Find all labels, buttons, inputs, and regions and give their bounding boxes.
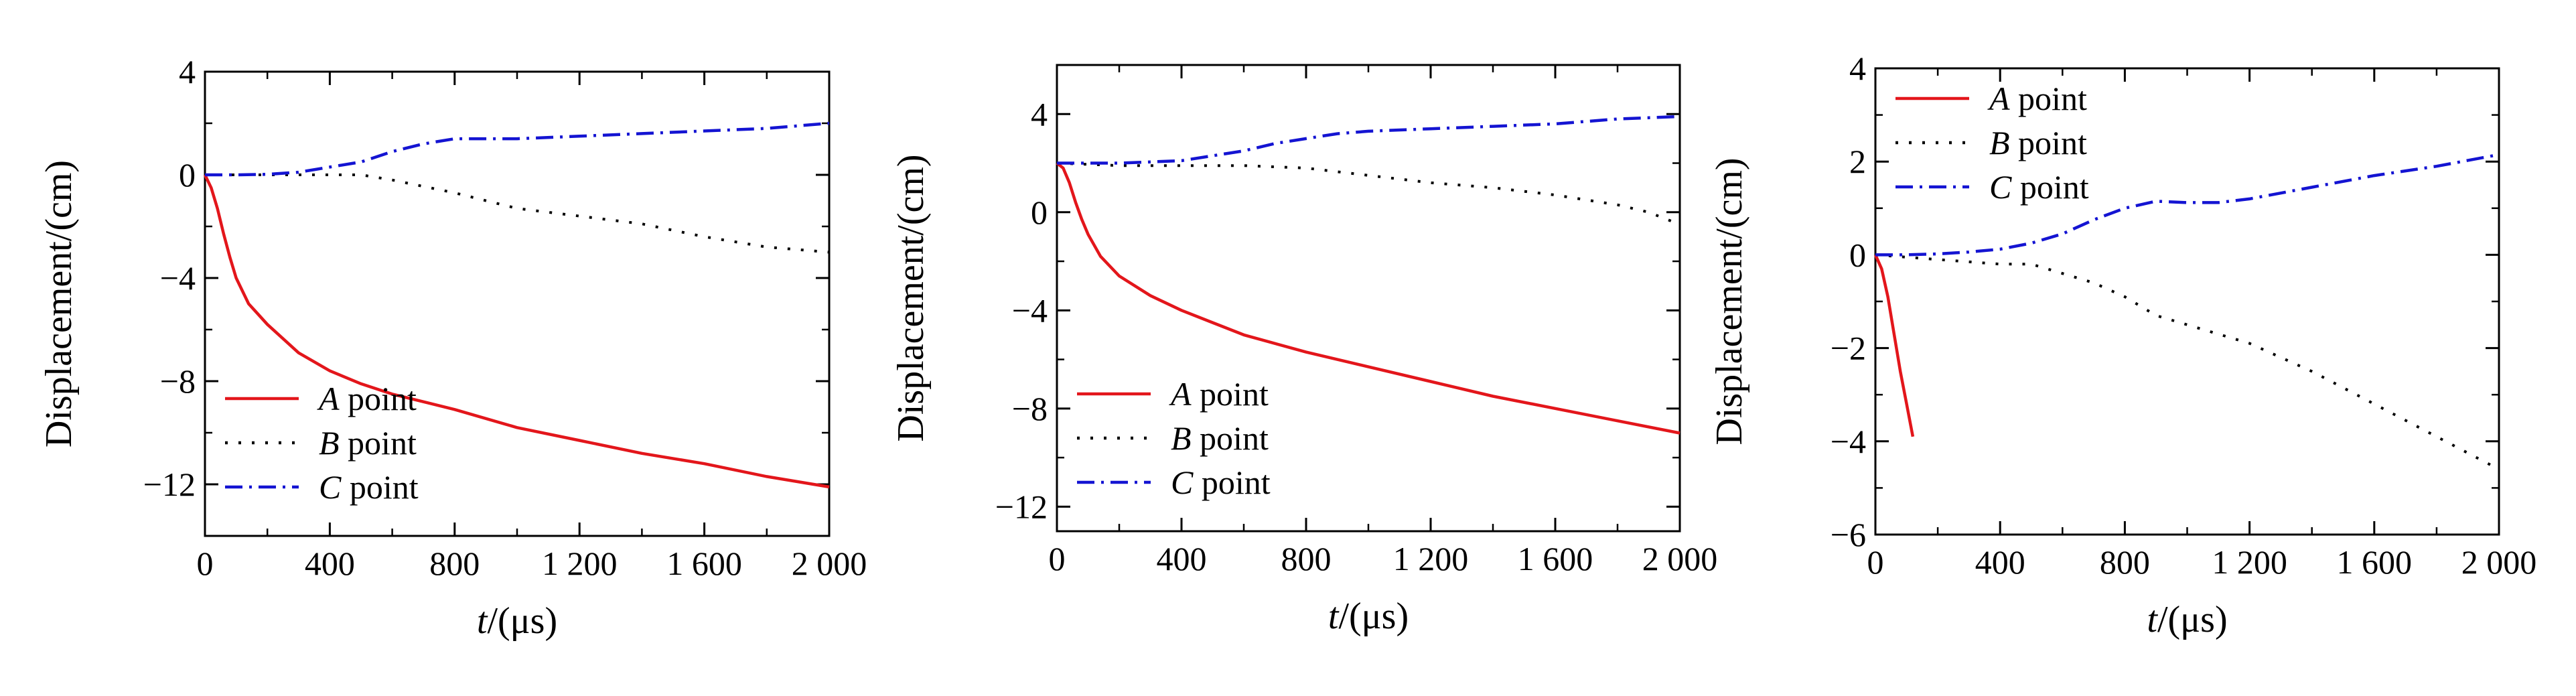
y-tick-label: 4 [1849, 50, 1866, 87]
x-tick-label: 1 600 [666, 545, 742, 582]
x-tick-label: 1 200 [542, 545, 618, 582]
y-tick-label: 0 [1031, 194, 1048, 231]
x-tick-label: 1 200 [2212, 543, 2287, 581]
y-tick-label: 0 [1849, 236, 1866, 273]
y-tick-label: 2 [1849, 143, 1866, 180]
x-axis-title: t/(μs) [477, 600, 557, 642]
chart-panel-1: 0 400 800 1 200 1 600 2 000 4 0 −4 −8 −12 t/(μs) Dis… [38, 53, 867, 642]
plot-frame [1056, 64, 1681, 533]
legend-label-c: C point [1989, 168, 2089, 206]
x-tick-label: 2 000 [2461, 543, 2537, 581]
y-tick-label: 4 [179, 53, 196, 90]
y-axis-title: Displacement/(cm) [1709, 157, 1750, 445]
x-axis-title: t/(μs) [2147, 599, 2227, 640]
legend-label-c: C point [319, 468, 419, 506]
legend-label-a: A point [1169, 375, 1269, 413]
x-tick-label: 1 600 [1518, 540, 1593, 577]
legend-label-a: A point [317, 380, 417, 417]
y-tick-label: −4 [1012, 291, 1048, 329]
legend-label-b: B point [1989, 124, 2087, 161]
legend-label-b: B point [319, 424, 417, 462]
y-tick-label: −8 [1012, 390, 1048, 427]
x-tick-label: 800 [1281, 540, 1332, 577]
y-tick-label: −12 [995, 488, 1048, 525]
series-line-b [205, 173, 830, 254]
x-axis-title: t/(μs) [1328, 596, 1409, 637]
y-tick-label: 0 [179, 156, 196, 194]
x-tick-label: 400 [1157, 540, 1207, 577]
y-tick-label: −4 [1831, 423, 1866, 460]
y-axis-title: Displacement/(cm) [890, 154, 932, 441]
x-tick-label: 0 [1867, 543, 1884, 581]
y-tick-label: −2 [1831, 330, 1866, 367]
legend: A point B point C point [1895, 80, 2089, 206]
x-tick-label: 2 000 [1642, 540, 1718, 577]
legend-label-a: A point [1987, 80, 2087, 117]
x-tick-label: 400 [305, 545, 355, 582]
y-tick-label: −8 [160, 362, 196, 400]
plot-frame [204, 70, 831, 537]
x-tick-label: 800 [2100, 543, 2150, 581]
legend: A point B point C point [1077, 375, 1271, 501]
plot-frame [1874, 67, 2500, 536]
series-line-a [1873, 254, 1915, 437]
series-line-c [1875, 153, 2500, 257]
x-tick-label: 1 200 [1393, 540, 1469, 577]
chart-panel-2: 0 400 800 1 200 1 600 2 000 4 0 −4 −8 −12 t/(μs) Dis… [890, 64, 1718, 637]
y-tick-label: 4 [1031, 95, 1048, 133]
y-tick-label: −12 [143, 466, 196, 503]
series-line-b [1875, 253, 2500, 471]
x-tick-label: 400 [1975, 543, 2025, 581]
y-tick-label: −6 [1831, 516, 1866, 553]
x-tick-label: 0 [1049, 540, 1066, 577]
series-line-c [1057, 115, 1680, 165]
series-line-a [1056, 161, 1680, 435]
legend-label-c: C point [1171, 464, 1271, 501]
series-line-a [203, 174, 830, 489]
chart-panel-3: 0 400 800 1 200 1 600 2 000 4 2 0 −2 −4 −6 t/(μs) Dis… [1709, 50, 2536, 640]
x-tick-label: 800 [429, 545, 480, 582]
y-axis-title: Displacement/(cm) [38, 160, 80, 447]
legend-label-b: B point [1171, 419, 1269, 457]
series-line-b [1056, 161, 1680, 226]
x-tick-label: 1 600 [2337, 543, 2413, 581]
x-tick-label: 2 000 [792, 545, 867, 582]
x-tick-label: 0 [197, 545, 214, 582]
y-tick-label: −4 [160, 259, 196, 297]
legend: A point B point C point [225, 380, 419, 506]
series-line-c [205, 121, 830, 177]
